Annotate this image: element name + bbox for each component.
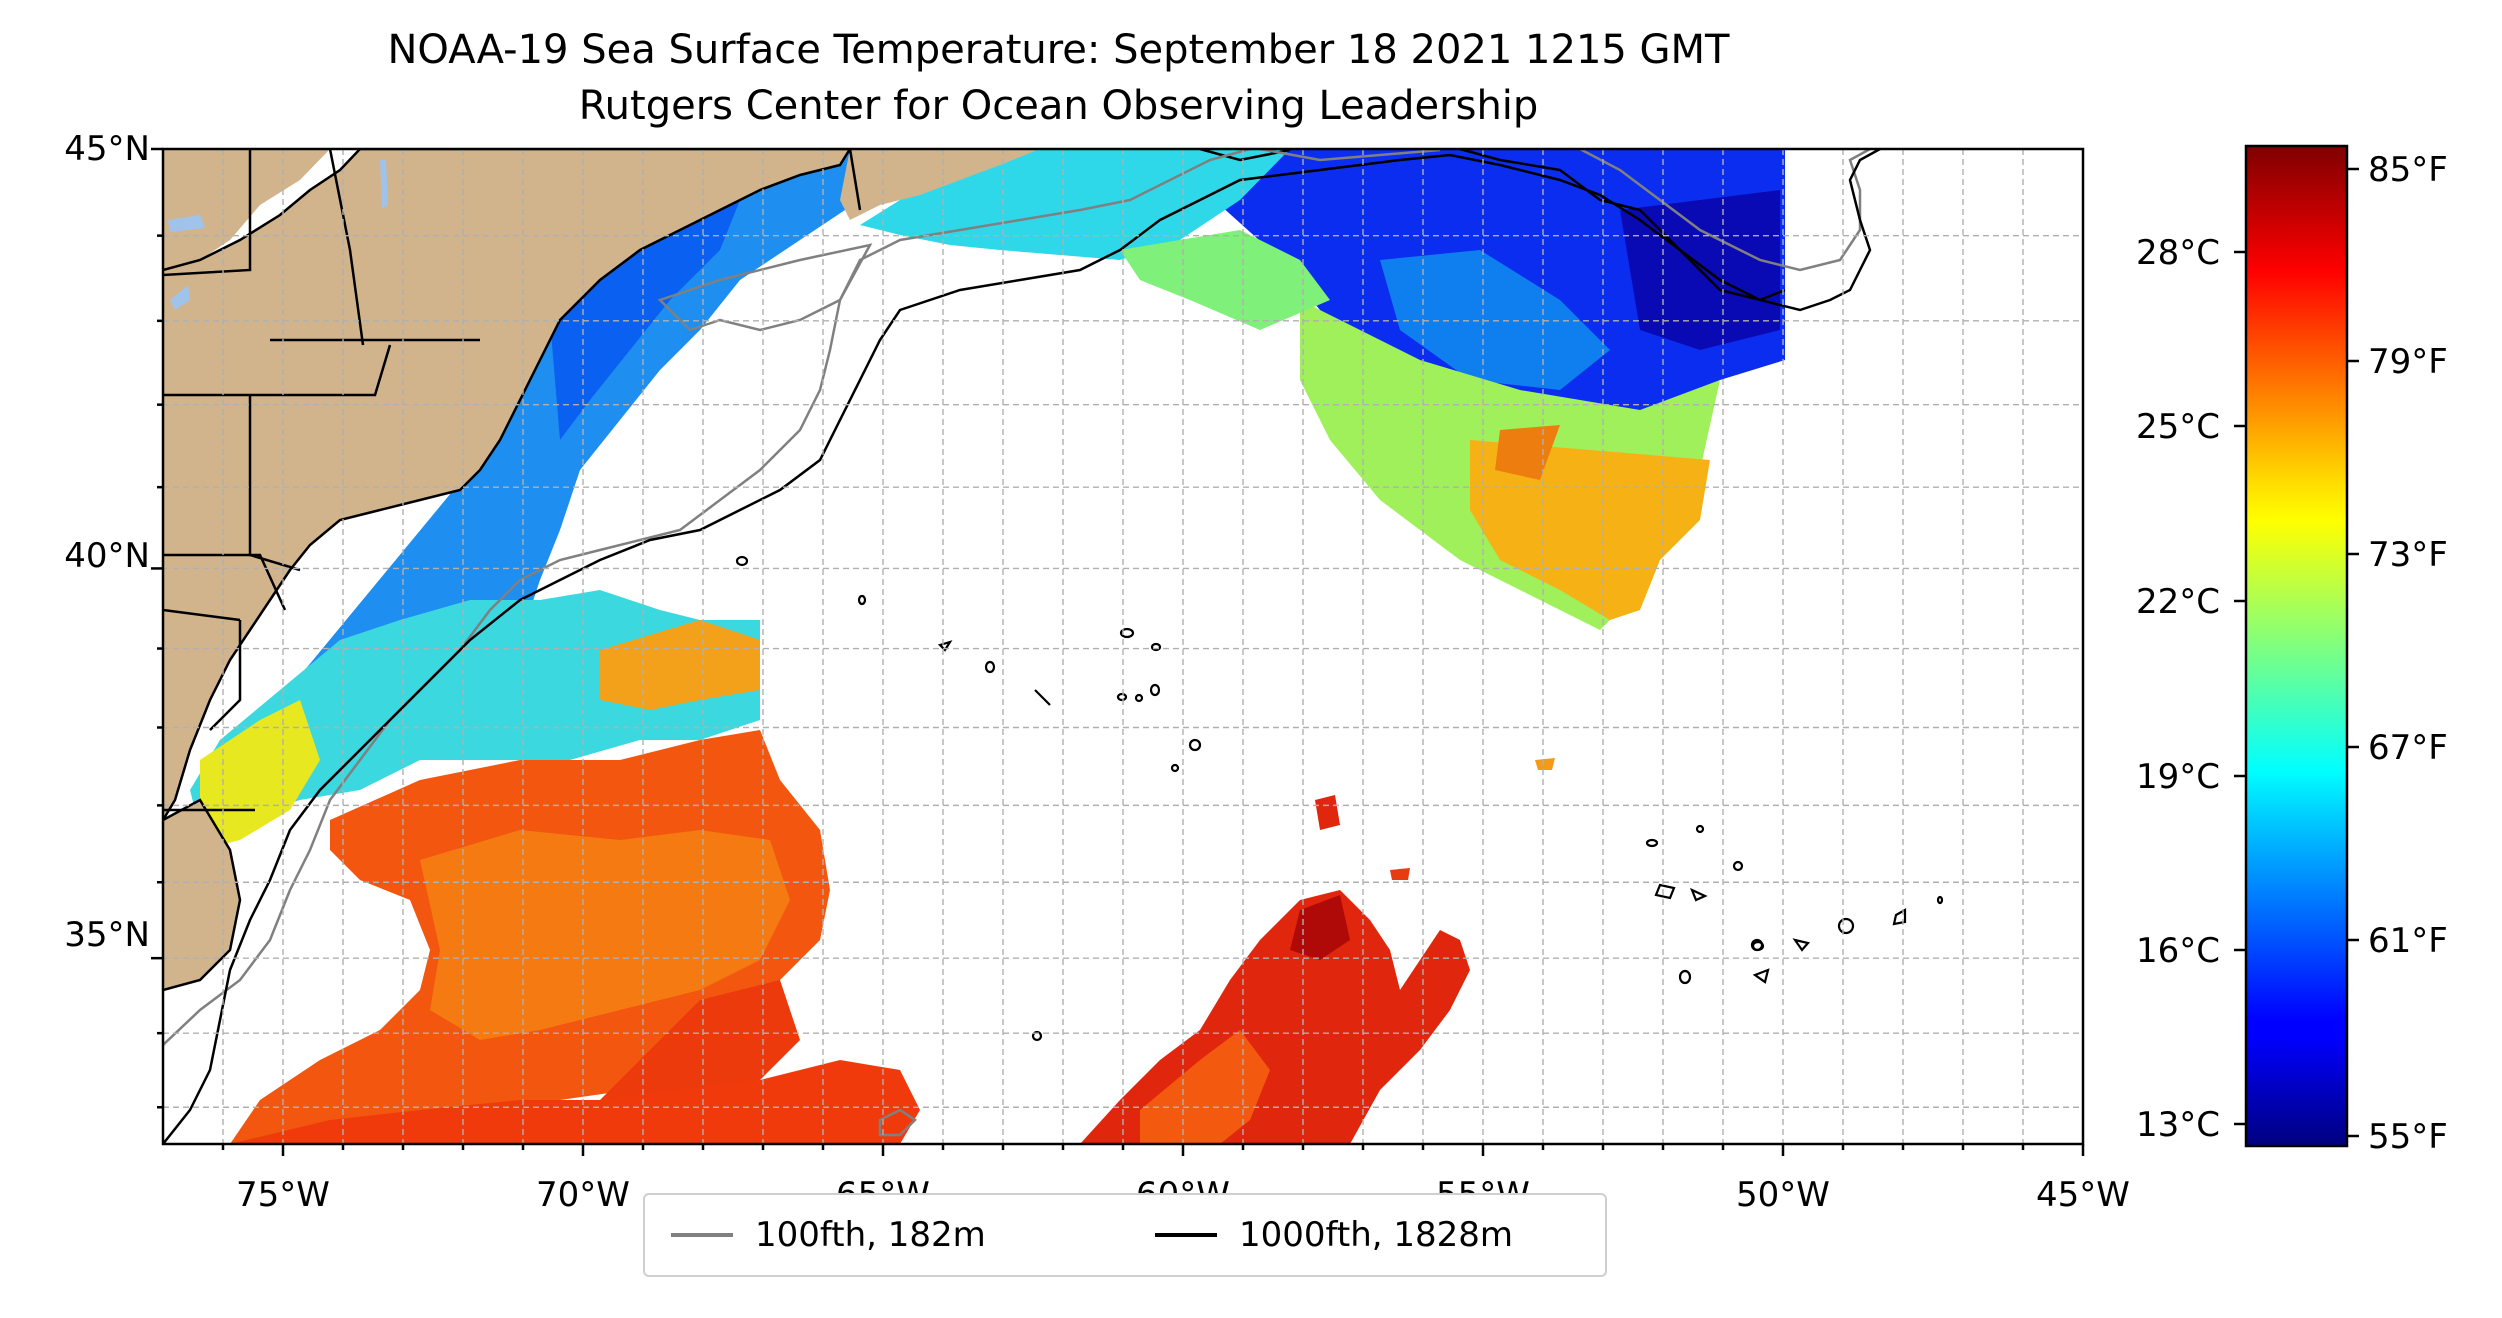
legend-item-100fth: 100fth, 182m bbox=[671, 1195, 986, 1275]
map-subtitle: Rutgers Center for Ocean Observing Leade… bbox=[578, 83, 1539, 129]
x-tick-label: 75°W bbox=[236, 1175, 330, 1215]
colorbar-fahrenheit-label: 55°F bbox=[2368, 1117, 2448, 1157]
colorbar-celsius-label: 28°C bbox=[2136, 233, 2220, 273]
colorbar-celsius-label: 19°C bbox=[2136, 757, 2220, 797]
x-tick-label: 70°W bbox=[536, 1175, 630, 1215]
colorbar-gradient bbox=[2246, 146, 2347, 1146]
y-tick-label: 45°N bbox=[64, 129, 150, 169]
land-layer bbox=[163, 149, 1040, 990]
axis-ticks bbox=[151, 147, 2085, 1156]
colorbar-celsius-label: 16°C bbox=[2136, 931, 2220, 971]
colorbar-fahrenheit-label: 67°F bbox=[2368, 728, 2448, 768]
coastline-layer bbox=[163, 149, 852, 992]
x-tick-label: 50°W bbox=[1736, 1175, 1830, 1215]
legend-line-gray bbox=[671, 1233, 733, 1237]
colorbar-celsius-label: 13°C bbox=[2136, 1105, 2220, 1145]
legend-label: 1000fth, 1828m bbox=[1239, 1215, 1514, 1255]
contour-1000fth bbox=[163, 149, 1881, 1144]
colorbar-fahrenheit-label: 73°F bbox=[2368, 535, 2448, 575]
colorbar-fahrenheit-label: 85°F bbox=[2368, 150, 2448, 190]
colorbar-fahrenheit-label: 79°F bbox=[2368, 342, 2448, 382]
graticule bbox=[163, 149, 2083, 1144]
colorbar-celsius-label: 22°C bbox=[2136, 582, 2220, 622]
x-tick-label: 45°W bbox=[2036, 1175, 2130, 1215]
colorbar-celsius-label: 25°C bbox=[2136, 407, 2220, 447]
colorbar: 28°C 25°C 22°C 19°C 16°C 13°C 85°F 79°F … bbox=[2136, 144, 2448, 1157]
map-title: NOAA-19 Sea Surface Temperature: Septemb… bbox=[387, 27, 1730, 73]
y-axis-labels: 45°N 40°N 35°N bbox=[64, 129, 150, 955]
lakes-layer bbox=[168, 160, 388, 310]
y-tick-label: 40°N bbox=[64, 536, 150, 576]
map-legend: 100fth, 182m 1000fth, 1828m bbox=[643, 1193, 1607, 1277]
legend-item-1000fth: 1000fth, 1828m bbox=[1155, 1195, 1513, 1275]
legend-line-black bbox=[1155, 1233, 1217, 1237]
contour-100fth bbox=[163, 149, 1871, 1137]
legend-label: 100fth, 182m bbox=[755, 1215, 986, 1255]
y-tick-label: 35°N bbox=[64, 915, 150, 955]
seamounts-layer bbox=[735, 555, 1944, 1042]
colorbar-fahrenheit-label: 61°F bbox=[2368, 921, 2448, 961]
